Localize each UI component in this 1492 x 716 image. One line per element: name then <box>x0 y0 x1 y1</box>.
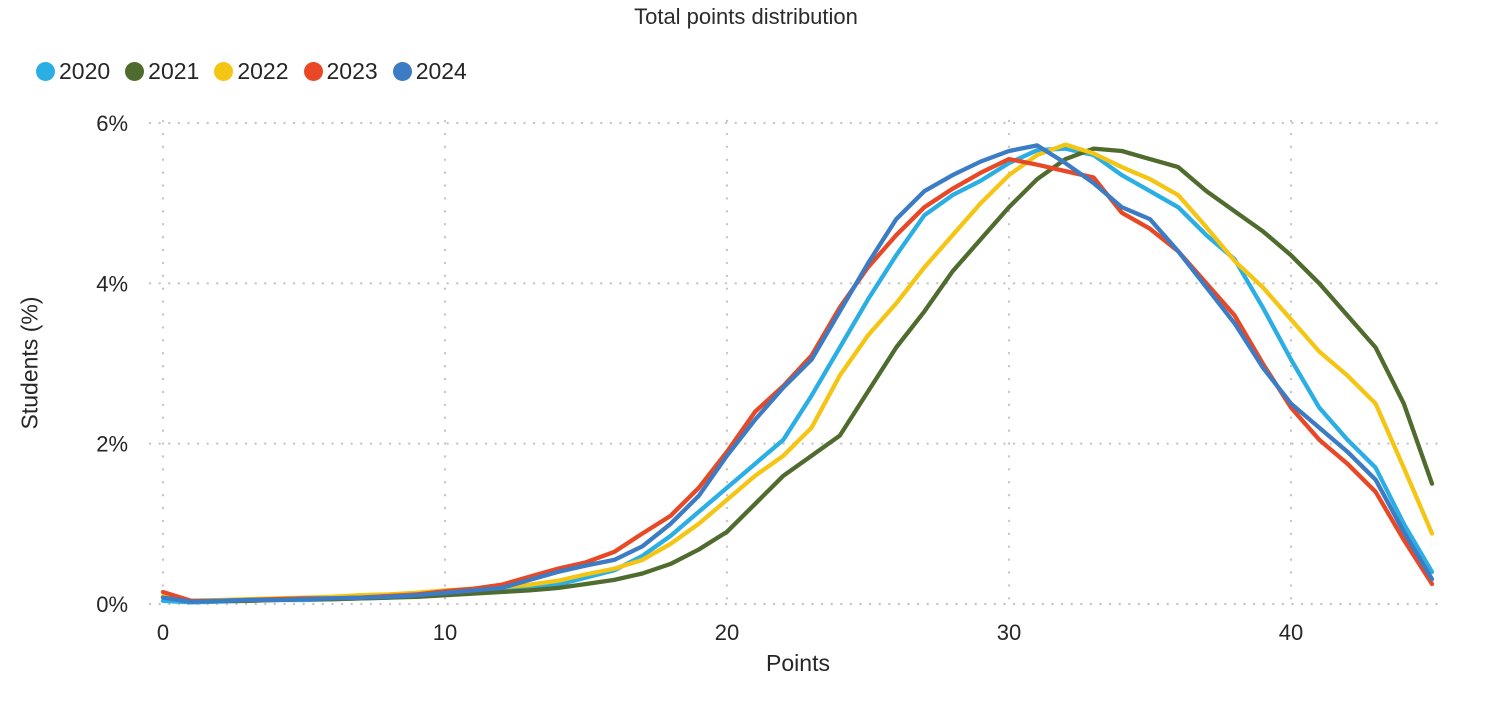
x-tick-label: 20 <box>715 620 739 645</box>
x-tick-label: 0 <box>157 620 169 645</box>
legend-item-2024[interactable]: 2024 <box>392 58 467 85</box>
x-axis-label: Points <box>766 650 830 676</box>
legend-marker-icon <box>392 62 412 81</box>
legend-item-label: 2020 <box>59 58 111 84</box>
y-tick-label: 6% <box>96 111 128 136</box>
legend-item-2022[interactable]: 2022 <box>214 58 289 85</box>
legend-marker-icon <box>36 62 55 81</box>
legend: 2020 2021 2022 2023 2024 <box>36 58 467 85</box>
legend-item-label: 2024 <box>415 58 467 84</box>
x-tick-label: 30 <box>997 620 1021 645</box>
legend-item-2020[interactable]: 2020 <box>36 58 110 85</box>
legend-item-2023[interactable]: 2023 <box>303 58 378 85</box>
legend-item-label: 2022 <box>237 58 289 84</box>
legend-marker-icon <box>125 62 145 81</box>
y-tick-label: 0% <box>96 592 128 617</box>
x-tick-label: 40 <box>1279 620 1303 645</box>
chart-title: Total points distribution <box>634 4 858 29</box>
y-tick-label: 4% <box>96 271 128 296</box>
x-tick-label: 10 <box>433 620 457 645</box>
legend-item-label: 2021 <box>148 58 200 84</box>
series-line-2024 <box>160 143 1435 604</box>
legend-marker-icon <box>214 62 234 81</box>
legend-marker-icon <box>303 62 323 81</box>
y-tick-label: 2% <box>96 432 128 457</box>
legend-item-2021[interactable]: 2021 <box>125 58 199 85</box>
series-line-2023 <box>160 156 1435 603</box>
legend-item-label: 2023 <box>326 58 378 84</box>
